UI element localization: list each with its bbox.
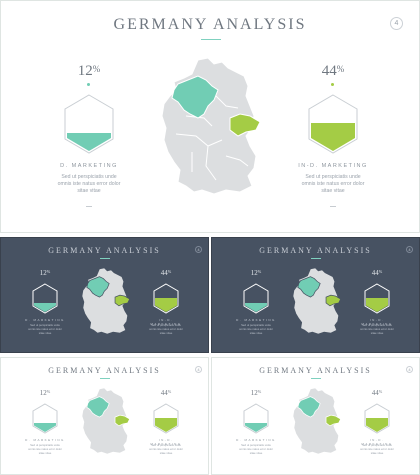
page-number: 4 bbox=[195, 246, 202, 253]
germany-map bbox=[161, 57, 261, 195]
germany-map bbox=[292, 267, 342, 335]
slide-title: GERMANY ANALYSIS bbox=[259, 366, 372, 375]
slide-1[interactable]: GERMANY ANALYSIS 4 12% D. MARKETING Sed … bbox=[0, 0, 420, 233]
right-hexagon-gauge bbox=[153, 283, 179, 314]
left-percentage: 12% bbox=[77, 63, 101, 79]
slide-5[interactable]: GERMANY ANALYSIS 4 12% D. MARKETING Sed … bbox=[211, 357, 420, 475]
right-percentage: 44% bbox=[160, 389, 172, 397]
page-number: 4 bbox=[195, 366, 202, 373]
germany-map bbox=[81, 387, 131, 455]
left-caption: D. MARKETING bbox=[236, 438, 276, 442]
right-gauge-fill bbox=[311, 123, 355, 151]
page-number: 4 bbox=[390, 17, 403, 30]
left-marker-dot bbox=[87, 83, 90, 86]
right-description: Sed ut perspiciatis unde omnis iste natus… bbox=[301, 174, 365, 195]
left-hexagon-gauge bbox=[243, 403, 269, 434]
region-lower-saxony bbox=[297, 396, 321, 418]
region-saxony bbox=[114, 414, 131, 427]
page-number: 4 bbox=[406, 246, 413, 253]
region-lower-saxony bbox=[171, 75, 219, 119]
germany-map bbox=[81, 267, 131, 335]
right-description: Sed ut perspiciatis unde omnis iste natus… bbox=[149, 323, 183, 335]
left-gauge-fill bbox=[245, 303, 267, 312]
right-percentage: 44% bbox=[160, 269, 172, 277]
left-description: Sed ut perspiciatis unde omnis iste natus… bbox=[28, 323, 62, 335]
right-caption: IN-D. MARKETING bbox=[298, 163, 368, 169]
right-caption: IN-D. MARKETING bbox=[361, 438, 393, 446]
right-gauge-fill bbox=[155, 298, 177, 312]
left-divider bbox=[86, 206, 92, 207]
left-hexagon-gauge bbox=[64, 94, 114, 154]
right-description: Sed ut perspiciatis unde omnis iste natus… bbox=[360, 443, 394, 455]
left-description: Sed ut perspiciatis unde omnis iste natus… bbox=[239, 323, 273, 335]
slide-title: GERMANY ANALYSIS bbox=[48, 246, 161, 255]
slide-title: GERMANY ANALYSIS bbox=[113, 16, 307, 33]
title-underline bbox=[311, 258, 321, 259]
left-percentage: 12% bbox=[250, 269, 262, 277]
left-caption: D. MARKETING bbox=[25, 438, 65, 442]
slide-title: GERMANY ANALYSIS bbox=[48, 366, 161, 375]
region-lower-saxony bbox=[86, 396, 110, 418]
right-marker-dot bbox=[331, 83, 334, 86]
right-caption: IN-D. MARKETING bbox=[150, 438, 182, 446]
right-description: Sed ut perspiciatis unde omnis iste natus… bbox=[149, 443, 183, 455]
right-gauge-fill bbox=[366, 298, 388, 312]
left-hexagon-gauge bbox=[243, 283, 269, 314]
title-underline bbox=[311, 378, 321, 379]
right-percentage: 44% bbox=[371, 269, 383, 277]
right-hexagon-gauge bbox=[308, 94, 358, 154]
left-gauge-fill bbox=[34, 303, 56, 312]
right-percentage: 44% bbox=[321, 63, 345, 79]
right-hexagon-gauge bbox=[153, 403, 179, 434]
slide-3[interactable]: GERMANY ANALYSIS 4 12% D. MARKETING Sed … bbox=[211, 237, 420, 353]
right-gauge-fill bbox=[155, 418, 177, 432]
title-underline bbox=[100, 378, 110, 379]
region-saxony bbox=[325, 414, 342, 427]
left-hexagon-gauge bbox=[32, 283, 58, 314]
left-hexagon-gauge bbox=[32, 403, 58, 434]
region-saxony bbox=[325, 294, 342, 307]
right-description: Sed ut perspiciatis unde omnis iste natus… bbox=[360, 323, 394, 335]
left-percentage: 12% bbox=[39, 389, 51, 397]
region-lower-saxony bbox=[297, 276, 321, 298]
left-caption: D. MARKETING bbox=[25, 318, 65, 322]
left-percentage: 12% bbox=[39, 269, 51, 277]
region-saxony bbox=[114, 294, 131, 307]
left-description: Sed ut perspiciatis unde omnis iste natus… bbox=[57, 174, 121, 195]
left-gauge-fill bbox=[67, 133, 111, 151]
right-hexagon-gauge bbox=[364, 283, 390, 314]
left-caption: D. MARKETING bbox=[60, 163, 118, 169]
slide-4[interactable]: GERMANY ANALYSIS 4 12% D. MARKETING Sed … bbox=[0, 357, 209, 475]
left-gauge-fill bbox=[34, 423, 56, 432]
page-number: 4 bbox=[406, 366, 413, 373]
left-percentage: 12% bbox=[250, 389, 262, 397]
right-divider bbox=[330, 206, 336, 207]
slide-2[interactable]: GERMANY ANALYSIS 4 12% D. MARKETING Sed … bbox=[0, 237, 209, 353]
slide-title: GERMANY ANALYSIS bbox=[259, 246, 372, 255]
region-lower-saxony bbox=[86, 276, 110, 298]
left-description: Sed ut perspiciatis unde omnis iste natus… bbox=[239, 443, 273, 455]
region-saxony bbox=[229, 113, 261, 137]
left-description: Sed ut perspiciatis unde omnis iste natus… bbox=[28, 443, 62, 455]
right-gauge-fill bbox=[366, 418, 388, 432]
title-underline bbox=[100, 258, 110, 259]
left-caption: D. MARKETING bbox=[236, 318, 276, 322]
right-caption: IN-D. MARKETING bbox=[361, 318, 393, 326]
right-caption: IN-D. MARKETING bbox=[150, 318, 182, 326]
title-underline bbox=[201, 39, 221, 40]
right-percentage: 44% bbox=[371, 389, 383, 397]
right-hexagon-gauge bbox=[364, 403, 390, 434]
germany-map bbox=[292, 387, 342, 455]
left-gauge-fill bbox=[245, 423, 267, 432]
region-borders bbox=[175, 95, 249, 181]
